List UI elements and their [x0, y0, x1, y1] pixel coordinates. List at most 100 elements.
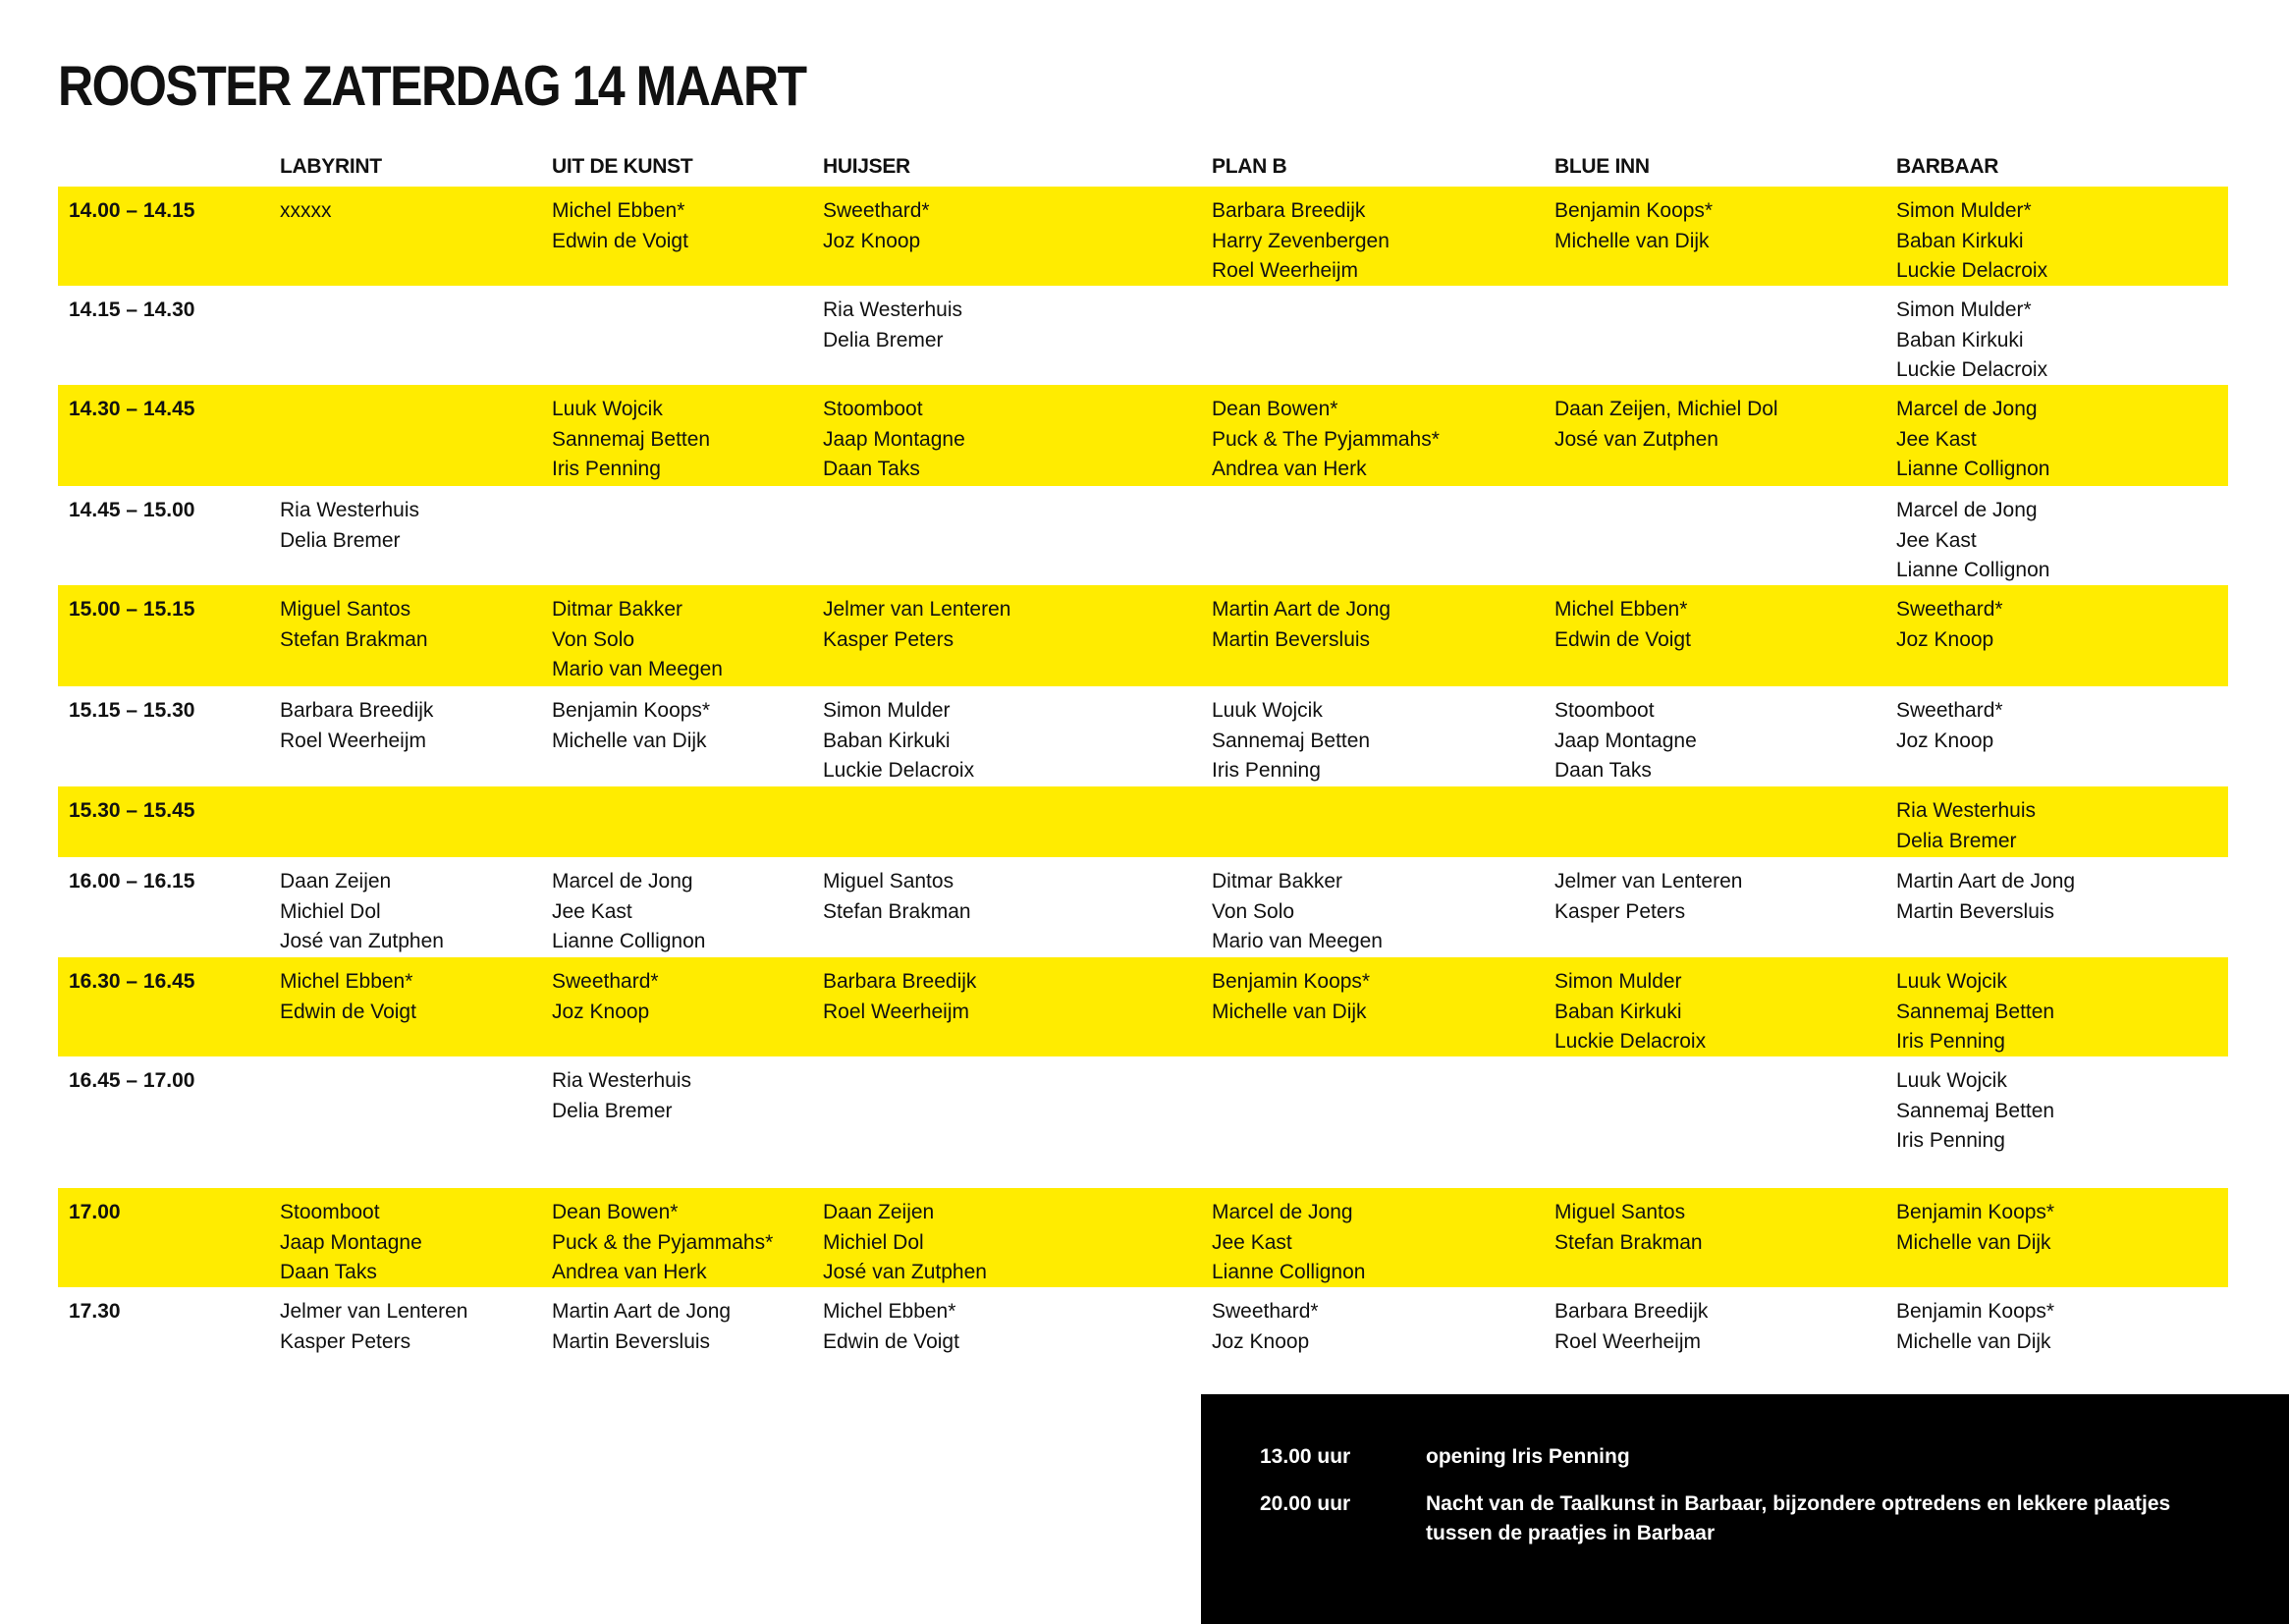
performer-name: Harry Zevenbergen — [1212, 229, 1390, 252]
table-row: 15.00 – 15.15 Miguel Santos Stefan Brakman… — [58, 585, 2228, 686]
performer-name: Delia Bremer — [1896, 829, 2017, 852]
performer-name: Roel Weerheijm — [1212, 259, 1358, 282]
performer-name: Stefan Brakman — [1554, 1230, 1703, 1254]
performer-name: Joz Knoop — [823, 229, 921, 252]
performer-name: Jaap Montagne — [1554, 729, 1697, 752]
table-row: 16.30 – 16.45 Michel Ebben* Edwin de Voigt… — [58, 957, 2228, 1056]
table-cell: Luuk Wojcik Sannemaj Betten Iris Penning — [1896, 967, 2054, 1057]
table-cell: Barbara Breedijk Roel Weerheijm — [280, 696, 433, 756]
table-cell: Sweethard* Joz Knoop — [1212, 1297, 1319, 1357]
table-row: 14.45 – 15.00 Ria Westerhuis Delia Bremer M… — [58, 486, 2228, 585]
performer-name: Edwin de Voigt — [552, 229, 688, 252]
performer-name: Joz Knoop — [1896, 729, 1994, 752]
table-cell: Barbara Breedijk Roel Weerheijm — [1554, 1297, 1708, 1357]
performer-name: Martin Beversluis — [1212, 627, 1371, 651]
table-cell: Jelmer van Lenteren Kasper Peters — [280, 1297, 467, 1357]
performer-name: Stoomboot — [1554, 699, 1655, 722]
column-header: UIT DE KUNST — [552, 155, 693, 178]
performer-name: Luuk Wojcik — [1212, 699, 1323, 722]
table-row: 15.30 – 15.45 Ria Westerhuis Delia Bremer — [58, 786, 2228, 857]
table-cell: Marcel de Jong Jee Kast Lianne Collignon — [1896, 496, 2049, 586]
event-description: Nacht van de Taalkunst in Barbaar, bijzo… — [1426, 1492, 2171, 1544]
performer-name: Stoomboot — [280, 1201, 380, 1223]
time-slot: 16.00 – 16.15 — [69, 870, 195, 893]
performer-name: Michelle van Dijk — [1896, 1329, 2051, 1353]
performer-name: Jaap Montagne — [280, 1230, 422, 1254]
time-slot: 15.00 – 15.15 — [69, 598, 195, 621]
table-cell: Michel Ebben* Edwin de Voigt — [823, 1297, 959, 1357]
performer-name: Iris Penning — [1896, 1129, 2005, 1152]
table-cell: Benjamin Koops* Michelle van Dijk — [1212, 967, 1370, 1027]
time-slot: 15.15 – 15.30 — [69, 699, 195, 722]
performer-name: Daan Zeijen — [280, 870, 392, 893]
performer-name: Miguel Santos — [280, 598, 411, 621]
column-header: BLUE INN — [1554, 155, 1650, 178]
performer-name: Mario van Meegen — [1212, 930, 1383, 952]
performer-name: Benjamin Koops* — [1896, 1300, 2055, 1323]
event-description: opening Iris Penning — [1426, 1445, 1630, 1468]
performer-name: José van Zutphen — [280, 930, 444, 952]
event-time: 13.00 uur — [1260, 1445, 1351, 1468]
performer-name: José van Zutphen — [1554, 427, 1718, 451]
performer-name: Michelle van Dijk — [1212, 1000, 1367, 1023]
performer-name: Martin Aart de Jong — [1896, 870, 2076, 893]
performer-name: Mario van Meegen — [552, 658, 723, 680]
performer-name: Simon Mulder* — [1896, 298, 2032, 321]
table-cell: Simon Mulder Baban Kirkuki Luckie Delacroi… — [1554, 967, 1706, 1057]
performer-name: Jelmer van Lenteren — [823, 598, 1011, 621]
performer-name: Sannemaj Betten — [1896, 1099, 2055, 1122]
performer-name: Kasper Peters — [1554, 899, 1686, 923]
performer-name: Ria Westerhuis — [823, 298, 962, 321]
table-cell: Benjamin Koops* Michelle van Dijk — [1554, 196, 1713, 256]
performer-name: Edwin de Voigt — [280, 1000, 416, 1023]
performer-name: Barbara Breedijk — [280, 699, 434, 722]
table-row: 15.15 – 15.30 Barbara Breedijk Roel Weerhe… — [58, 686, 2228, 786]
performer-name: Puck & the Pyjammahs* — [552, 1230, 774, 1254]
table-cell: Michel Ebben* Edwin de Voigt — [552, 196, 688, 256]
performer-name: Roel Weerheijm — [1554, 1329, 1701, 1353]
performer-name: Baban Kirkuki — [1554, 1000, 1682, 1023]
performer-name: Sweethard* — [1212, 1300, 1319, 1323]
table-cell: Stoomboot Jaap Montagne Daan Taks — [823, 395, 965, 485]
time-slot: 17.00 — [69, 1201, 121, 1223]
performer-name: Andrea van Herk — [552, 1261, 707, 1283]
performer-name: Kasper Peters — [280, 1329, 411, 1353]
performer-name: Stoomboot — [823, 398, 923, 420]
page-title: ROOSTER ZATERDAG 14 MAART — [58, 54, 807, 118]
performer-name: Ditmar Bakker — [552, 598, 683, 621]
performer-name: Martin Aart de Jong — [552, 1300, 732, 1323]
performer-name: Martin Beversluis — [1896, 899, 2055, 923]
performer-name: Simon Mulder — [1554, 970, 1682, 993]
performer-name: Barbara Breedijk — [1212, 199, 1366, 222]
performer-name: Dean Bowen* — [1212, 398, 1338, 420]
performer-name: José van Zutphen — [823, 1261, 987, 1283]
performer-name: Michel Ebben* — [552, 199, 685, 222]
time-slot: 14.30 – 14.45 — [69, 398, 195, 420]
performer-name: Lianne Collignon — [1212, 1261, 1366, 1283]
table-cell: Ditmar Bakker Von Solo Mario van Meegen — [552, 595, 723, 685]
performer-name: Von Solo — [1212, 899, 1295, 923]
performer-name: Marcel de Jong — [552, 870, 693, 893]
performer-name: Sweethard* — [1896, 598, 2003, 621]
table-cell: Benjamin Koops* Michelle van Dijk — [1896, 1297, 2054, 1357]
performer-name: Benjamin Koops* — [1554, 199, 1714, 222]
performer-name: Simon Mulder — [823, 699, 951, 722]
table-cell: Sweethard* Joz Knoop — [1896, 696, 2003, 756]
table-cell: Jelmer van Lenteren Kasper Peters — [1554, 867, 1742, 927]
table-cell: Daan Zeijen Michiel Dol José van Zutphen — [823, 1198, 987, 1288]
performer-name: Lianne Collignon — [552, 930, 706, 952]
performer-name: xxxxx — [280, 199, 332, 222]
performer-name: Miguel Santos — [823, 870, 954, 893]
performer-name: Daan Taks — [823, 458, 920, 480]
table-cell: Sweethard* Joz Knoop — [1896, 595, 2003, 655]
table-row: 14.15 – 14.30 Ria Westerhuis Delia Bremer S… — [58, 286, 2228, 385]
performer-name: Barbara Breedijk — [1554, 1300, 1709, 1323]
performer-name: Andrea van Herk — [1212, 458, 1367, 480]
column-header: LABYRINT — [280, 155, 382, 178]
performer-name: Dean Bowen* — [552, 1201, 679, 1223]
table-cell: Martin Aart de Jong Martin Beversluis — [1896, 867, 2075, 927]
performer-name: Sweethard* — [552, 970, 659, 993]
performer-name: Ditmar Bakker — [1212, 870, 1343, 893]
performer-name: Luckie Delacroix — [1896, 259, 2048, 282]
table-cell: Luuk Wojcik Sannemaj Betten Iris Penning — [1896, 1066, 2054, 1157]
